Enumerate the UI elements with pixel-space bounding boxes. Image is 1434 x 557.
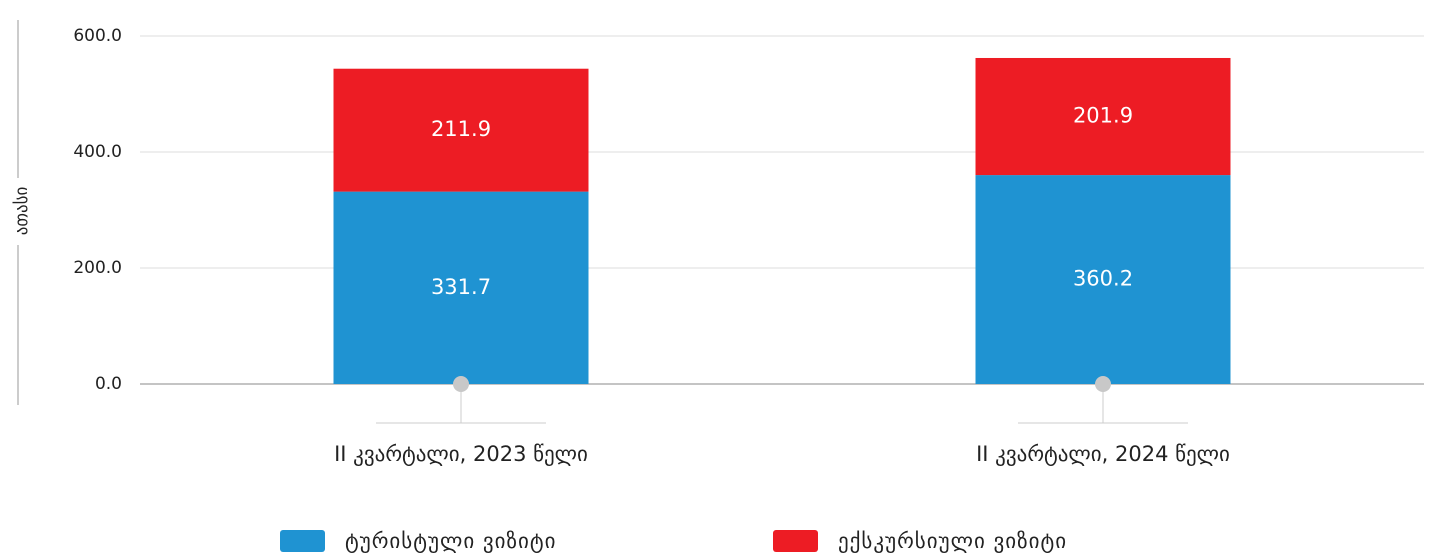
category-dot <box>453 376 469 392</box>
data-label: 211.9 <box>431 117 491 141</box>
legend-swatch <box>280 530 325 552</box>
legend-swatch <box>773 530 818 552</box>
y-tick-label: 600.0 <box>73 26 122 46</box>
legend-label: ტურისტული ვიზიტი <box>345 529 557 553</box>
data-label: 360.2 <box>1073 267 1133 291</box>
y-axis-label: ათასი <box>12 187 32 236</box>
category-dot <box>1095 376 1111 392</box>
y-tick-label: 400.0 <box>73 142 122 162</box>
bar-segment <box>975 57 1231 176</box>
data-label: 201.9 <box>1073 104 1133 128</box>
x-tick-label: II კვარტალი, 2023 წელი <box>334 442 588 466</box>
bar-segment <box>333 191 589 384</box>
y-tick-label: 0.0 <box>95 374 122 394</box>
bar-segment <box>333 68 589 192</box>
data-label: 331.7 <box>431 275 491 299</box>
legend-label: ექსკურსიული ვიზიტი <box>838 529 1067 553</box>
x-tick-label: II კვარტალი, 2024 წელი <box>976 442 1230 466</box>
bar-segment <box>975 175 1231 384</box>
y-tick-label: 200.0 <box>73 258 122 278</box>
